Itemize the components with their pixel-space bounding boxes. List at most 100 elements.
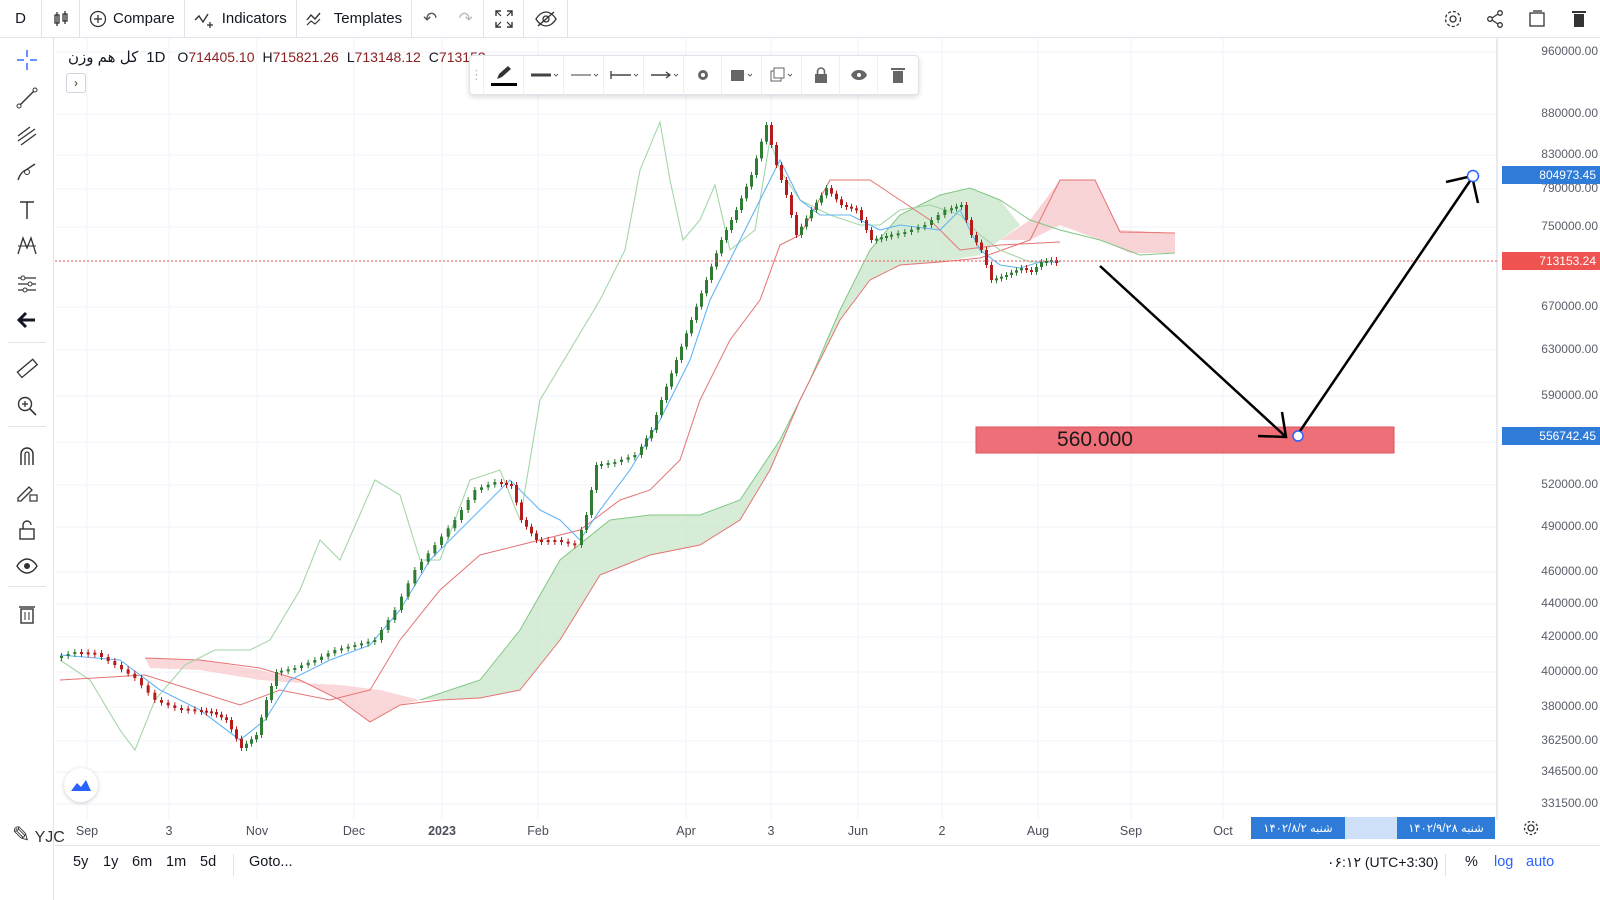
candles-icon[interactable]	[42, 0, 80, 38]
ruler-icon[interactable]	[7, 352, 47, 384]
line-end-icon	[609, 71, 638, 79]
line-style-button[interactable]	[564, 55, 604, 95]
candle-body	[373, 640, 377, 642]
fib-tools-icon[interactable]	[7, 120, 47, 152]
add-icon	[89, 10, 107, 27]
compare-button[interactable]: Compare	[80, 0, 185, 38]
interval-button[interactable]: D	[0, 0, 42, 38]
candle-body	[1015, 270, 1018, 273]
lock-drawing-icon[interactable]	[7, 476, 47, 508]
delete-icon[interactable]	[1558, 0, 1600, 38]
candle-body	[775, 145, 778, 165]
candle-body	[113, 661, 117, 665]
candle-body	[106, 657, 110, 661]
gear-icon[interactable]	[684, 55, 722, 95]
goto-button[interactable]: Goto...	[249, 854, 293, 870]
line-start-button[interactable]	[604, 55, 644, 95]
candle-body	[943, 210, 947, 215]
candle-body	[546, 540, 550, 542]
candle-body	[1030, 270, 1033, 272]
range-5y[interactable]: 5y	[73, 854, 89, 870]
time-axis-label: Oct	[1213, 824, 1233, 838]
candle-body	[880, 237, 883, 240]
auto-toggle[interactable]: auto	[1526, 854, 1555, 870]
tradingview-logo-icon[interactable]	[64, 768, 98, 802]
watermark-logo: ✎ YJC	[12, 822, 65, 847]
candle-body	[645, 438, 648, 447]
time-axis-label: Feb	[527, 824, 549, 838]
fullscreen-icon[interactable]	[484, 0, 525, 38]
symbol-legend: کل هم وزن 1D O714405.10 H715821.26 L7131…	[68, 48, 486, 67]
brush-icon[interactable]	[7, 156, 47, 188]
candle-body	[750, 175, 753, 187]
chart-pane[interactable]	[55, 38, 1600, 838]
crosshair-icon[interactable]	[7, 44, 47, 76]
redo-icon[interactable]: ↷	[448, 0, 485, 38]
share-icon[interactable]	[1474, 0, 1516, 38]
percent-toggle[interactable]: %	[1465, 854, 1478, 870]
line-color-button[interactable]	[484, 55, 524, 95]
snapshot-icon[interactable]	[1516, 0, 1558, 38]
text-tool-icon[interactable]	[7, 194, 47, 226]
candle-body	[790, 195, 793, 215]
timezone-label[interactable]: ۰۶:۱۲ (UTC+3:30)	[1327, 854, 1439, 870]
axis-settings-icon[interactable]	[1522, 819, 1542, 839]
anchor-point-high	[1466, 169, 1480, 183]
line-width-button[interactable]	[524, 55, 564, 95]
candle-body	[1000, 276, 1003, 279]
pattern-icon[interactable]	[7, 230, 47, 262]
range-6m[interactable]: 6m	[132, 854, 153, 870]
settings-icon[interactable]	[1432, 0, 1474, 38]
bottom-divider	[233, 854, 234, 876]
candle-body	[955, 206, 958, 209]
remove-drawing-icon[interactable]	[878, 55, 918, 95]
target-zone-label[interactable]: 560.000	[1057, 428, 1133, 451]
candle-body	[566, 541, 570, 544]
eye-icon[interactable]	[7, 550, 47, 582]
candle-body	[480, 487, 483, 490]
drag-handle-icon[interactable]: ⋮	[470, 55, 484, 95]
candle-body	[93, 652, 97, 655]
line-end-button[interactable]	[644, 55, 684, 95]
ohlc-open: O714405.10	[177, 49, 255, 65]
trend-line-icon[interactable]	[7, 82, 47, 114]
clone-icon[interactable]	[762, 55, 802, 95]
candle-body	[980, 242, 983, 250]
back-arrow-icon[interactable]	[7, 304, 47, 336]
candle-body	[360, 643, 363, 646]
candle-body	[890, 234, 893, 237]
candle-body	[965, 205, 968, 220]
range-1m[interactable]: 1m	[166, 854, 187, 870]
candle-body	[800, 226, 803, 235]
hide-icon[interactable]	[524, 0, 569, 38]
undo-icon[interactable]: ↶	[423, 8, 438, 28]
candle-body	[903, 232, 907, 234]
candle-body	[1045, 261, 1048, 263]
lock-icon[interactable]	[802, 55, 840, 95]
log-toggle[interactable]: log	[1494, 854, 1514, 870]
zoom-in-icon[interactable]	[7, 390, 47, 422]
prediction-icon[interactable]	[7, 268, 47, 300]
candle-body	[825, 188, 828, 196]
candle-body	[400, 596, 403, 610]
candle-body	[810, 210, 813, 219]
price-axis-label: 590000.00	[1541, 388, 1598, 402]
indicators-icon	[194, 13, 213, 28]
price-axis-label: 790000.00	[1541, 181, 1598, 195]
candle-body	[670, 373, 673, 387]
unlock-icon[interactable]	[7, 514, 47, 546]
magnet-icon[interactable]	[7, 440, 47, 472]
legend-toggle-button[interactable]: ›	[66, 73, 86, 93]
visibility-icon[interactable]	[840, 55, 878, 95]
range-1y[interactable]: 1y	[103, 854, 119, 870]
trash-icon[interactable]	[7, 598, 47, 630]
candle-body	[725, 230, 728, 240]
time-axis[interactable]: Sep 3 Nov Dec 2023 Feb Apr 3 Jun 2 Aug Sep Oct	[55, 820, 1500, 842]
layer-order-icon[interactable]	[722, 55, 762, 95]
candle-body	[885, 236, 888, 238]
indicators-button[interactable]: Indicators	[185, 0, 297, 38]
arrow-end-icon	[650, 71, 678, 79]
templates-button[interactable]: Templates	[297, 0, 413, 38]
candle-body	[180, 708, 183, 710]
range-5d[interactable]: 5d	[200, 854, 217, 870]
